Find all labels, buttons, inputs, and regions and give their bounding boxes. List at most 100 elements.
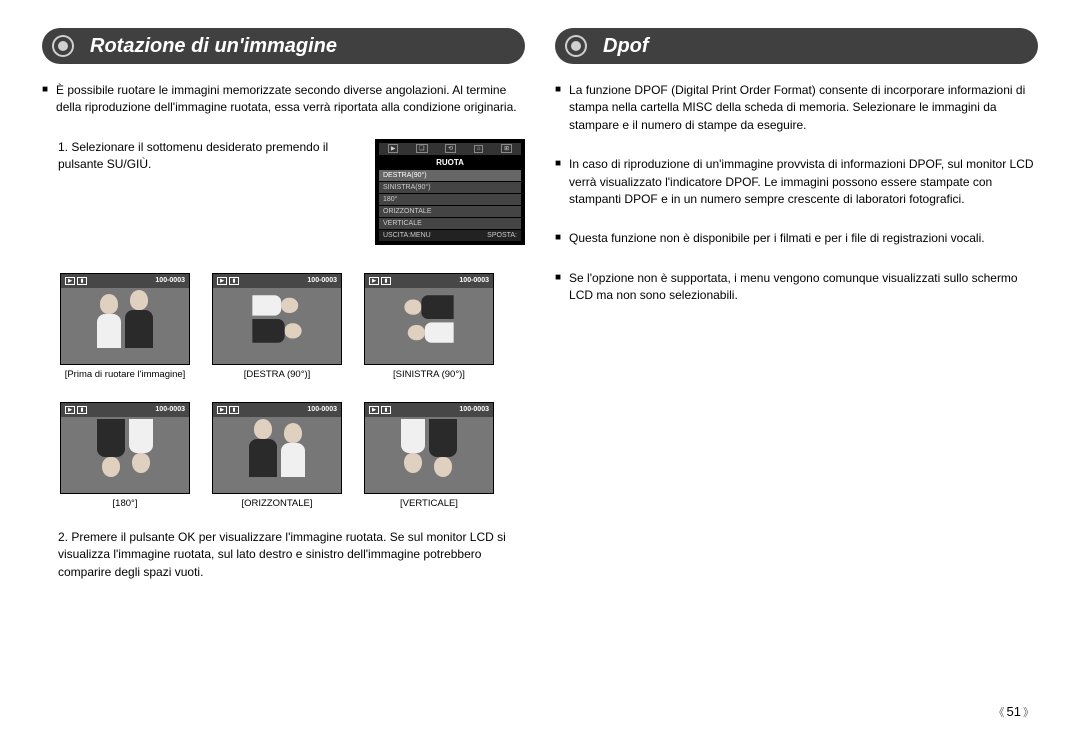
play-icon: ▶: [369, 277, 379, 285]
play-icon: ▶: [369, 406, 379, 414]
left-title: Rotazione di un'immagine: [90, 35, 337, 58]
thumbnail-grid: ▶▮ 100-0003 [Prima di ruotare l'immagine…: [60, 273, 530, 509]
thumb-item: ▶▮ 100-0003 [Prima di ruotare l'immagine…: [60, 273, 190, 380]
right-bullet: La funzione DPOF (Digital Print Order Fo…: [569, 82, 1038, 134]
person: [408, 322, 454, 342]
menu-item: SINISTRA(90°): [379, 182, 521, 193]
right-column: Dpof ■ La funzione DPOF (Digital Print O…: [555, 28, 1038, 581]
menu-bottom: USCITA:MENU SPOSTA:: [379, 230, 521, 241]
battery-icon: ▮: [381, 277, 391, 285]
thumb-file: 100-0003: [307, 406, 337, 413]
right-title: Dpof: [603, 35, 649, 58]
menu-title: RUOTA: [379, 156, 521, 169]
play-icon: ▶: [65, 277, 75, 285]
play-icon: ▶: [217, 406, 227, 414]
battery-icon: ▮: [229, 406, 239, 414]
thumb-bar: ▶▮ 100-0003: [213, 274, 341, 288]
thumb-file: 100-0003: [155, 406, 185, 413]
left-column: Rotazione di un'immagine ■ È possibile r…: [42, 28, 525, 581]
menu-move-label: SPOSTA:: [487, 232, 517, 239]
right-bullet: Se l'opzione non è supportata, i menu ve…: [569, 270, 1038, 305]
person: [404, 295, 453, 319]
thumb-image: ▶▮ 100-0003: [212, 273, 342, 365]
thumb-image: ▶▮ 100-0003: [364, 402, 494, 494]
battery-icon: ▮: [77, 406, 87, 414]
thumb-caption: [180°]: [113, 498, 138, 509]
menu-top-icon: ⊞: [501, 144, 512, 153]
thumb-item: ▶▮ 100-0003 [180°]: [60, 402, 190, 509]
person: [129, 419, 153, 473]
battery-icon: ▮: [229, 277, 239, 285]
thumb-caption: [SINISTRA (90°)]: [393, 369, 465, 380]
thumb-file: 100-0003: [155, 277, 185, 284]
couple-graphic: [97, 290, 153, 348]
thumb-caption: [Prima di ruotare l'immagine]: [65, 369, 186, 380]
menu-item: 180°: [379, 194, 521, 205]
couple-graphic: [252, 295, 301, 343]
step1-text: 1. Selezionare il sottomenu desiderato p…: [58, 139, 361, 174]
right-bullet-row: ■ La funzione DPOF (Digital Print Order …: [555, 82, 1038, 148]
person: [252, 319, 301, 343]
person: [97, 294, 121, 348]
page-number: 51: [994, 704, 1034, 720]
person: [281, 423, 305, 477]
thumb-icons: ▶▮: [217, 406, 239, 414]
menu-item: DESTRA(90°): [379, 170, 521, 181]
menu-top-bar: ▶ ❏ ⟲ ⌂ ⊞: [379, 143, 521, 155]
step2-text: 2. Premere il pulsante OK per visualizza…: [58, 529, 525, 581]
play-icon: ▶: [217, 277, 227, 285]
thumb-image: ▶▮ 100-0003: [60, 402, 190, 494]
bullet-icon: ■: [42, 82, 48, 131]
right-header: Dpof: [555, 28, 1038, 64]
thumb-file: 100-0003: [307, 277, 337, 284]
battery-icon: ▮: [381, 406, 391, 414]
thumb-caption: [ORIZZONTALE]: [241, 498, 312, 509]
menu-top-icon: ▶: [388, 144, 399, 153]
menu-item: ORIZZONTALE: [379, 206, 521, 217]
thumb-item: ▶▮ 100-0003 [VERTICALE]: [364, 402, 494, 509]
person: [429, 419, 457, 477]
thumb-item: ▶▮ 100-0003 [SINISTRA (90°)]: [364, 273, 494, 380]
thumb-bar: ▶▮ 100-0003: [365, 403, 493, 417]
right-bullet-row: ■ Questa funzione non è disponibile per …: [555, 230, 1038, 261]
page: Rotazione di un'immagine ■ È possibile r…: [0, 0, 1080, 581]
left-header: Rotazione di un'immagine: [42, 28, 525, 64]
right-bullet: Questa funzione non è disponibile per i …: [569, 230, 985, 247]
person: [252, 295, 298, 315]
couple-graphic: [97, 419, 153, 477]
couple-graphic: [401, 419, 457, 477]
menu-screenshot: ▶ ❏ ⟲ ⌂ ⊞ RUOTA DESTRA(90°) SINISTRA(90°…: [375, 139, 525, 245]
thumb-icons: ▶▮: [369, 277, 391, 285]
thumb-bar: ▶▮ 100-0003: [365, 274, 493, 288]
bullet-icon: ■: [555, 270, 561, 319]
thumb-bar: ▶▮ 100-0003: [61, 274, 189, 288]
menu-top-icon: ❏: [416, 144, 427, 153]
play-icon: ▶: [65, 406, 75, 414]
left-intro-row: ■ È possibile ruotare le immagini memori…: [42, 82, 525, 131]
menu-top-icon: ⟲: [445, 144, 456, 153]
battery-icon: ▮: [77, 277, 87, 285]
thumb-bar: ▶▮ 100-0003: [213, 403, 341, 417]
person: [125, 290, 153, 348]
bullet-icon: ■: [555, 82, 561, 148]
couple-graphic: [404, 295, 453, 343]
thumb-caption: [DESTRA (90°)]: [244, 369, 311, 380]
thumb-image: ▶▮ 100-0003: [212, 402, 342, 494]
thumb-icons: ▶▮: [369, 406, 391, 414]
couple-graphic: [249, 419, 305, 477]
thumb-icons: ▶▮: [217, 277, 239, 285]
thumb-file: 100-0003: [459, 406, 489, 413]
bullet-icon: ■: [555, 230, 561, 261]
right-bullet: In caso di riproduzione di un'immagine p…: [569, 156, 1038, 208]
person: [249, 419, 277, 477]
right-bullet-row: ■ In caso di riproduzione di un'immagine…: [555, 156, 1038, 222]
thumb-image: ▶▮ 100-0003: [364, 273, 494, 365]
menu-exit-label: USCITA:MENU: [383, 232, 431, 239]
thumb-icons: ▶▮: [65, 406, 87, 414]
thumb-icons: ▶▮: [65, 277, 87, 285]
step1-row: 1. Selezionare il sottomenu desiderato p…: [58, 139, 525, 245]
thumb-caption: [VERTICALE]: [400, 498, 458, 509]
thumb-item: ▶▮ 100-0003 [ORIZZONTALE]: [212, 402, 342, 509]
menu-item: VERTICALE: [379, 218, 521, 229]
person: [97, 419, 125, 477]
